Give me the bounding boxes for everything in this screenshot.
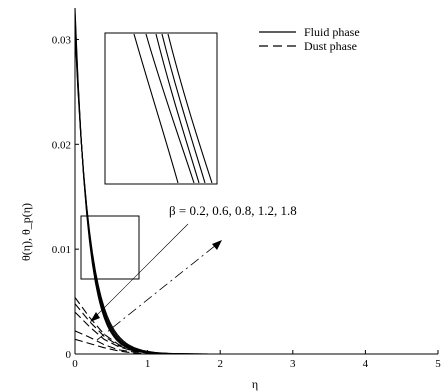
y-tick-label: 0.03 [52, 34, 72, 46]
x-axis-label: η [252, 377, 258, 391]
legend: Fluid phase Dust phase [259, 25, 360, 53]
x-tick-label: 0 [72, 358, 78, 370]
arrow-dust-line [96, 244, 217, 341]
inset-curve-5 [167, 33, 213, 184]
y-tick-label: 0.02 [52, 139, 71, 151]
x-tick-label: 5 [435, 358, 441, 370]
x-tick-label: 2 [217, 358, 223, 370]
dust-curve-beta-1.2 [74, 330, 177, 355]
zoom-inset [104, 32, 218, 185]
fluid-curve-beta-1.8 [74, 33, 221, 355]
legend-entry-dust: Dust phase [304, 39, 357, 53]
inset-curve-4 [161, 33, 206, 184]
y-tick-label: 0.01 [52, 244, 71, 256]
arrow-fluid-line [95, 223, 189, 317]
y-tick-label: 0 [66, 349, 72, 361]
beta-annotation: β = 0.2, 0.6, 0.8, 1.2, 1.8 [169, 203, 297, 218]
arrow-dust-head [212, 240, 222, 250]
inset-curve-3 [155, 33, 200, 184]
dust-curve-beta-0.8 [74, 297, 177, 355]
arrow-fluid-head [90, 312, 100, 322]
x-tick-label: 4 [363, 358, 369, 370]
inset-curve-2 [145, 33, 195, 184]
data-curves [74, 7, 221, 355]
inset-curve-1 [133, 33, 179, 184]
axis-ticks: 0 1 2 3 4 5 0 0.01 0.02 0.03 [52, 34, 441, 370]
x-tick-label: 3 [290, 358, 296, 370]
zoom-region-box [80, 215, 140, 280]
y-axis-label: θ(η), θ_p(η) [19, 203, 33, 261]
dust-curve-beta-1.8 [74, 338, 177, 355]
zoom-inset-frame [104, 32, 218, 185]
x-tick-label: 1 [145, 358, 151, 370]
legend-entry-fluid: Fluid phase [304, 25, 360, 39]
